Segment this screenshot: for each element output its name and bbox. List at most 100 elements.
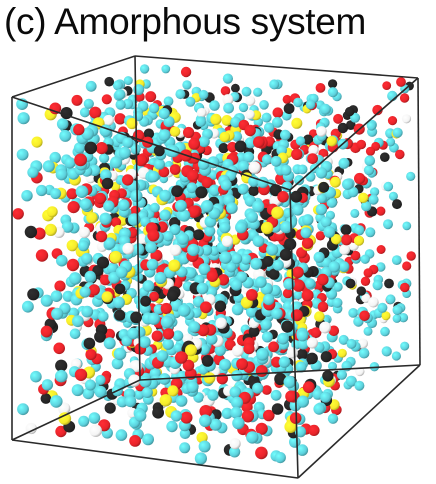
atom: [359, 311, 370, 322]
atom: [142, 434, 154, 446]
atom: [281, 321, 293, 333]
atom: [27, 288, 39, 300]
atom: [147, 229, 159, 241]
atom: [188, 138, 200, 150]
atom: [328, 79, 337, 88]
atom: [308, 425, 319, 436]
atom: [255, 447, 268, 460]
atom: [250, 258, 262, 270]
atom: [358, 193, 368, 203]
atom: [64, 157, 75, 168]
atom: [249, 162, 261, 174]
atom: [303, 381, 315, 393]
atom: [350, 209, 359, 218]
atom: [253, 88, 262, 97]
atom: [80, 286, 91, 297]
atom: [175, 200, 187, 212]
atom: [199, 441, 211, 453]
atom: [36, 249, 48, 261]
atom: [330, 177, 341, 188]
atom: [284, 238, 296, 250]
atom: [253, 235, 265, 247]
atom: [84, 338, 96, 350]
atom: [365, 155, 376, 166]
atom: [262, 113, 272, 123]
atom: [380, 327, 390, 337]
atom: [178, 304, 191, 317]
atom: [85, 349, 96, 360]
atom: [318, 302, 329, 313]
atom: [80, 107, 90, 117]
atom: [97, 257, 109, 269]
atom: [79, 227, 90, 238]
atom: [110, 156, 122, 168]
atom: [185, 97, 195, 107]
atom: [246, 289, 258, 301]
atom: [86, 81, 97, 92]
atom: [158, 129, 170, 141]
atom: [388, 116, 397, 125]
atom: [204, 372, 216, 384]
atom: [264, 122, 274, 132]
atom: [17, 403, 29, 415]
atom: [290, 191, 302, 203]
atom: [96, 231, 107, 242]
atom: [160, 210, 171, 221]
atom: [291, 118, 302, 129]
atom: [36, 185, 47, 196]
atom: [27, 167, 38, 178]
atom: [255, 276, 267, 288]
atom: [384, 182, 394, 192]
atom: [302, 214, 313, 225]
atom: [302, 238, 313, 249]
atom: [316, 167, 327, 178]
atom: [393, 314, 402, 323]
atom: [242, 87, 252, 97]
atom: [292, 267, 304, 279]
atom: [74, 154, 87, 167]
box-edge: [135, 56, 418, 78]
atom: [166, 421, 177, 432]
atom: [59, 130, 71, 142]
atom: [245, 110, 255, 120]
atom: [332, 298, 342, 308]
atom: [215, 301, 227, 313]
atom: [314, 311, 325, 322]
atom: [317, 274, 329, 286]
atom: [31, 137, 42, 148]
atom: [216, 318, 227, 329]
atom: [114, 113, 125, 124]
atom: [271, 156, 282, 167]
atom: [364, 165, 374, 175]
atom: [366, 147, 375, 156]
atom: [176, 395, 188, 407]
atom: [140, 64, 149, 73]
atom: [148, 313, 160, 325]
atom: [104, 337, 116, 349]
atom: [314, 252, 325, 263]
atom: [235, 141, 247, 153]
atom: [223, 74, 233, 84]
atom: [170, 164, 181, 175]
atom: [78, 416, 89, 427]
atom: [316, 126, 327, 137]
atom: [232, 417, 244, 429]
atom: [72, 384, 84, 396]
atom: [241, 254, 252, 265]
atom: [219, 359, 231, 371]
atom: [171, 410, 182, 421]
atom: [384, 279, 394, 289]
atom: [261, 222, 273, 234]
atom: [152, 407, 164, 419]
atom: [51, 290, 63, 302]
atom: [287, 347, 298, 358]
atom: [345, 107, 354, 116]
atom: [89, 107, 101, 119]
atom: [50, 188, 61, 199]
atom: [30, 371, 42, 383]
atom: [392, 199, 402, 209]
atom: [246, 431, 258, 443]
atom: [113, 297, 125, 309]
atom: [85, 142, 98, 155]
atom: [236, 358, 248, 370]
